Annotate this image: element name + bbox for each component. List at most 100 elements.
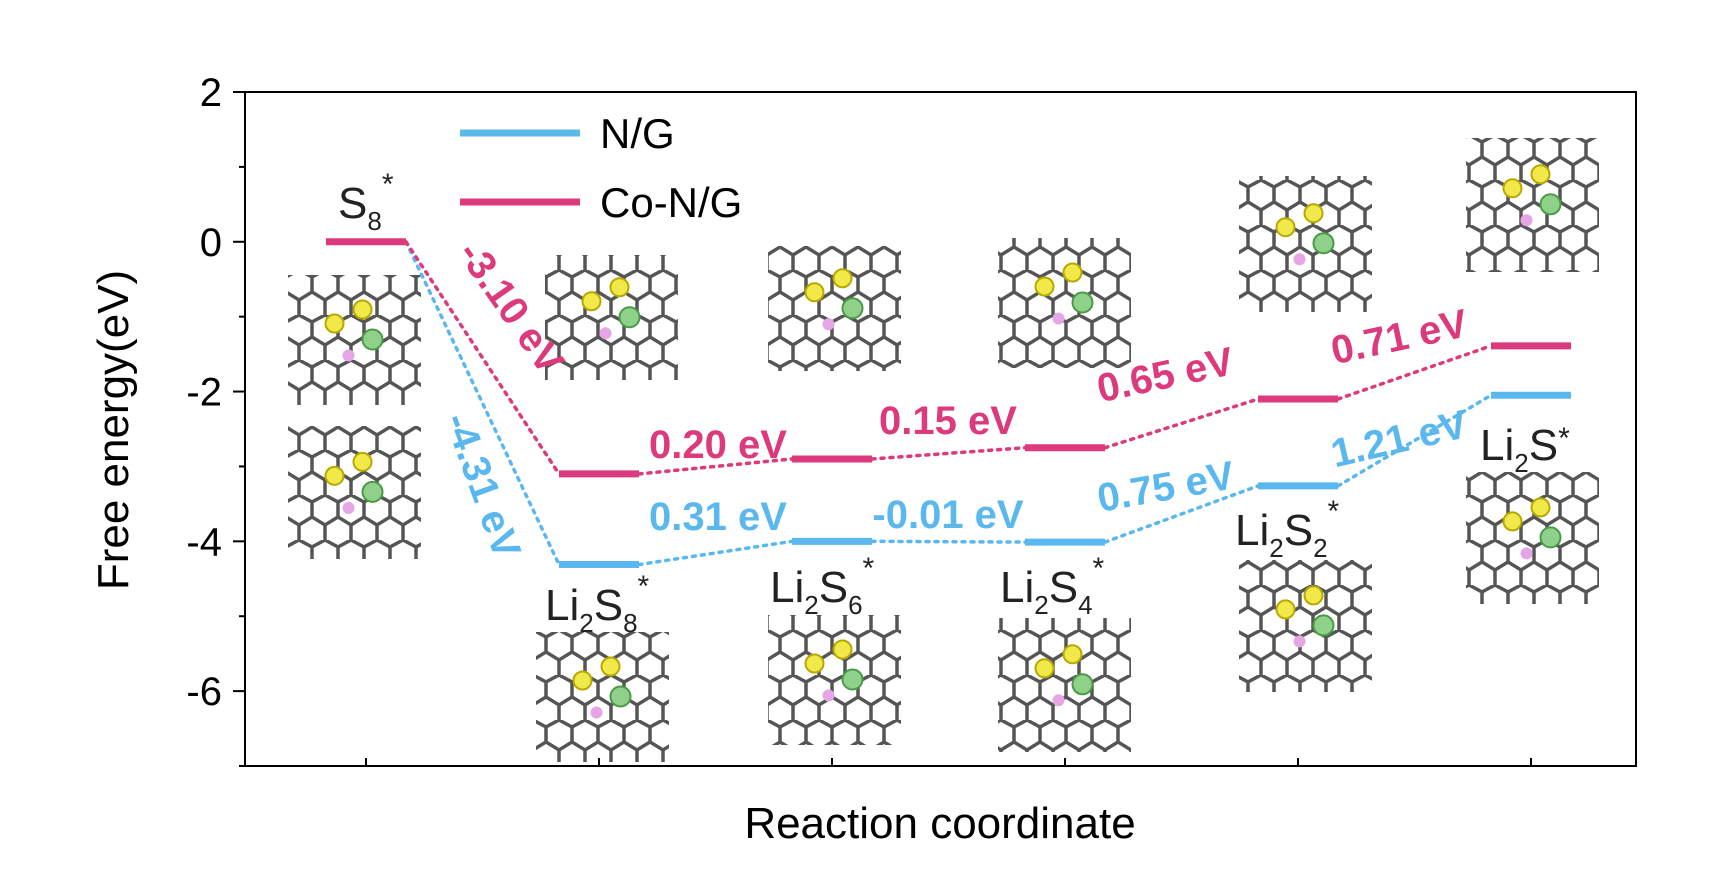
step-connector [1103, 397, 1260, 450]
sulfur-atom [1530, 164, 1551, 185]
step-connector [404, 240, 561, 476]
y-axis-title: Free energy(eV) [89, 270, 138, 590]
structure-thumbnail [998, 618, 1131, 752]
sulfur-atom [832, 639, 853, 660]
plot-frame [244, 91, 1637, 767]
energy-step-label: 0.31 eV [649, 495, 787, 539]
species-label: Li2S8* [545, 570, 650, 638]
sulfur-atom [572, 670, 593, 691]
energy-step-label: -4.31 eV [436, 407, 529, 564]
sulfur-atom [600, 656, 621, 677]
nitrogen-atom [342, 501, 355, 514]
structure-images [288, 138, 1599, 762]
species-label: Li2S2* [1235, 495, 1340, 563]
lithium-atom [361, 480, 384, 503]
structure-thumbnail [288, 426, 421, 559]
sulfur-atom [1062, 262, 1083, 283]
nitrogen-atom [822, 318, 835, 331]
step-connector [404, 240, 561, 567]
lithium-atom [1312, 232, 1335, 255]
sulfur-atom [581, 291, 602, 312]
step-connector [1336, 393, 1493, 488]
sulfur-atom [1502, 178, 1523, 199]
step-connector [1336, 344, 1493, 401]
nitrogen-atom [822, 689, 835, 702]
structure-thumbnail [998, 238, 1131, 368]
sulfur-atom [609, 277, 630, 298]
sulfur-atom [1062, 644, 1083, 665]
sulfur-atom [804, 282, 825, 303]
sulfur-atom [1303, 203, 1324, 224]
lithium-atom [618, 306, 641, 329]
sulfur-atom [1530, 497, 1551, 518]
energy-step-label: -0.01 eV [872, 493, 1024, 537]
structure-thumbnail [768, 246, 901, 371]
sulfur-atom [832, 268, 853, 289]
sulfur-atom [324, 465, 345, 486]
legend: N/G Co-N/G [460, 110, 742, 226]
legend-label-ng: N/G [600, 110, 675, 157]
lithium-atom [1071, 673, 1094, 696]
sulfur-atom [352, 451, 373, 472]
energy-step-label: 0.71 eV [1327, 301, 1471, 373]
energy-step-label: 0.15 eV [879, 399, 1017, 443]
y-tick-label: -6 [186, 670, 222, 714]
lithium-atom [1539, 526, 1562, 549]
y-tick-label: 2 [200, 71, 222, 115]
energy-step-label: 0.20 eV [649, 423, 787, 467]
legend-label-con-g: Co-N/G [600, 179, 742, 226]
energy-step-label: 1.21 eV [1327, 402, 1472, 476]
x-axis-title: Reaction coordinate [744, 799, 1135, 848]
structure-thumbnail [1239, 176, 1372, 312]
nitrogen-atom [1520, 547, 1533, 560]
structure-thumbnail [1239, 560, 1372, 692]
species-labels: S8* Li2S8* Li2S6* Li2S4* Li2S2* Li2S* [338, 168, 1570, 638]
structure-thumbnail [536, 632, 669, 762]
energy-step-label: 0.75 eV [1094, 454, 1238, 521]
nitrogen-atom [1520, 214, 1533, 227]
lithium-atom [609, 685, 632, 708]
sulfur-atom [1275, 217, 1296, 238]
species-label: Li2S* [1480, 421, 1570, 478]
nitrogen-atom [590, 706, 603, 719]
nitrogen-atom [1052, 312, 1065, 325]
structure-thumbnail [1466, 138, 1599, 272]
sulfur-atom [1034, 276, 1055, 297]
y-tick-label: -4 [186, 520, 222, 564]
species-label: Li2S4* [1000, 552, 1105, 620]
sulfur-atom [804, 653, 825, 674]
sulfur-atom [1303, 585, 1324, 606]
sulfur-atom [1502, 511, 1523, 532]
sulfur-atom [324, 313, 345, 334]
sulfur-atom [1034, 658, 1055, 679]
lithium-atom [1312, 614, 1335, 637]
lithium-atom [841, 668, 864, 691]
y-axis: 2 0 -2 -4 -6 [186, 71, 1532, 767]
structure-thumbnail [545, 255, 678, 380]
nitrogen-atom [1293, 635, 1306, 648]
nitrogen-atom [1052, 694, 1065, 707]
structure-thumbnail [1466, 472, 1599, 604]
species-label: Li2S6* [770, 552, 875, 620]
step-connector [1103, 484, 1260, 544]
nitrogen-atom [599, 327, 612, 340]
structure-thumbnail [768, 615, 901, 745]
step-connector [870, 445, 1027, 461]
lithium-atom [1071, 291, 1094, 314]
species-label: S8* [338, 168, 394, 236]
energy-levels [326, 238, 1571, 569]
step-connector [870, 539, 1027, 544]
sulfur-atom [1275, 599, 1296, 620]
structure-thumbnail [288, 275, 421, 405]
step-connector [637, 457, 794, 476]
lithium-atom [841, 297, 864, 320]
nitrogen-atom [342, 349, 355, 362]
sulfur-atom [352, 299, 373, 320]
step-connector [637, 539, 794, 567]
nitrogen-atom [1293, 253, 1306, 266]
lithium-atom [1539, 193, 1562, 216]
y-tick-label: 0 [200, 221, 222, 265]
y-tick-label: -2 [186, 371, 222, 415]
step-connectors [404, 240, 1493, 567]
